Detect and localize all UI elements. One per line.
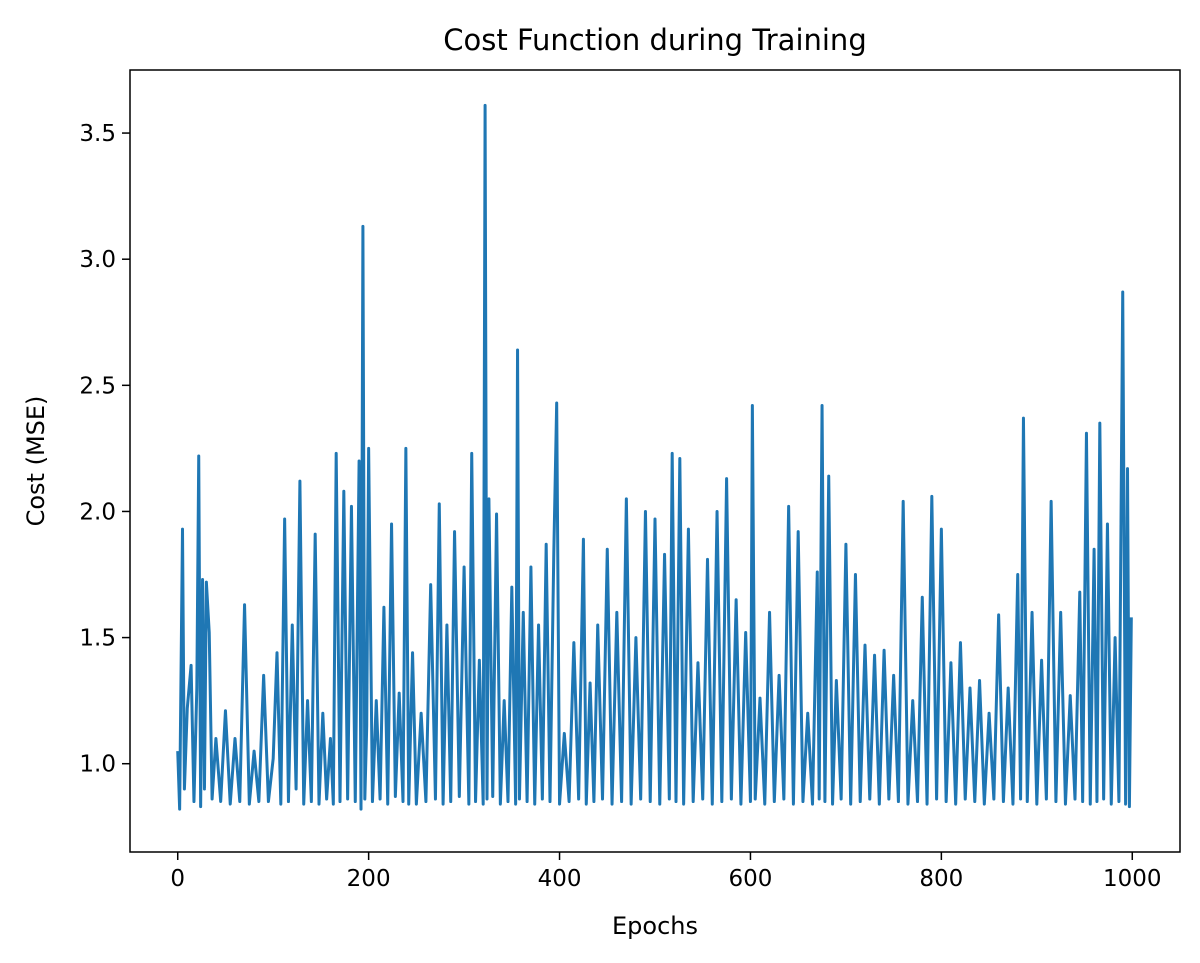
y-tick-label: 2.5 (79, 373, 116, 399)
y-tick-label: 3.5 (79, 121, 116, 147)
y-tick-label: 2.0 (79, 499, 116, 525)
x-tick-label: 800 (919, 866, 963, 892)
x-tick-label: 400 (538, 866, 582, 892)
y-tick-label: 3.0 (79, 247, 116, 273)
x-tick-label: 1000 (1103, 866, 1162, 892)
x-tick-label: 600 (729, 866, 773, 892)
axes: 0 200 400 600 800 1000 1.0 1.5 2.0 2.5 3.0 3.5 (79, 69, 1181, 892)
y-axis-label: Cost (MSE) (22, 396, 50, 527)
x-tick-label: 0 (170, 866, 185, 892)
plot-area (176, 103, 1133, 811)
y-tick-label: 1.5 (79, 626, 116, 652)
y-tick-label: 1.0 (79, 752, 116, 778)
chart-title: Cost Function during Training (443, 23, 866, 57)
x-axis-label: Epochs (612, 912, 698, 940)
plot-frame (129, 69, 1181, 853)
series-line-0 (176, 103, 1133, 811)
x-tick-label: 200 (347, 866, 391, 892)
